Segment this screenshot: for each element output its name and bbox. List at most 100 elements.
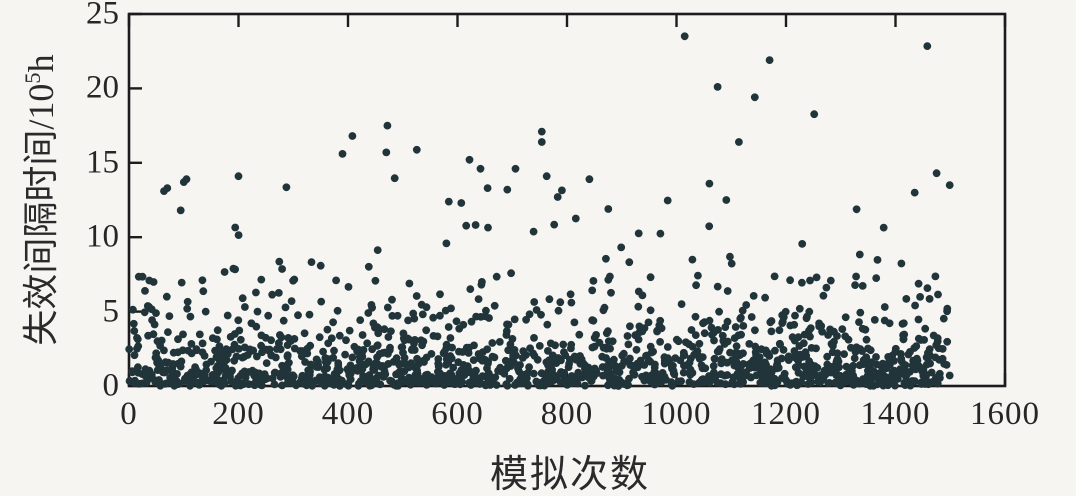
data-point: [943, 307, 951, 316]
data-point: [812, 344, 820, 353]
data-point: [699, 378, 708, 387]
data-point: [602, 254, 610, 263]
data-point: [664, 354, 672, 363]
data-point: [850, 354, 859, 363]
data-point: [236, 381, 245, 390]
data-point: [841, 313, 850, 322]
data-point: [733, 370, 742, 378]
data-point: [215, 355, 224, 364]
data-point: [696, 353, 705, 361]
data-point: [687, 326, 696, 334]
data-point: [646, 273, 655, 282]
data-point: [588, 286, 597, 295]
data-point: [750, 93, 759, 102]
data-point: [530, 298, 539, 306]
data-point: [638, 291, 647, 300]
data-point: [632, 345, 641, 354]
data-point: [691, 312, 700, 321]
data-point: [607, 373, 616, 382]
data-point: [625, 374, 633, 383]
data-point: [234, 316, 243, 325]
data-point: [324, 373, 332, 382]
data-point: [514, 379, 523, 388]
data-point: [723, 358, 731, 367]
data-point: [149, 278, 158, 286]
data-point: [679, 368, 688, 377]
data-point: [234, 231, 243, 240]
data-point: [333, 306, 342, 315]
data-point: [471, 221, 480, 229]
data-point: [864, 344, 872, 353]
data-point: [486, 381, 495, 389]
data-point: [449, 363, 458, 372]
data-point: [130, 327, 139, 335]
data-point: [410, 314, 419, 323]
data-point: [685, 340, 693, 349]
data-point: [380, 325, 389, 334]
data-point: [308, 378, 317, 387]
data-point: [574, 368, 583, 377]
data-point: [615, 368, 624, 377]
y-tick-label: 15: [86, 144, 119, 181]
data-point: [264, 311, 273, 320]
data-point: [781, 375, 789, 383]
data-point: [394, 369, 402, 378]
data-point: [770, 272, 779, 281]
data-point: [301, 380, 310, 389]
data-point: [211, 346, 220, 355]
data-point: [220, 268, 229, 276]
data-point: [617, 378, 626, 387]
data-point: [284, 375, 292, 383]
data-point: [633, 363, 642, 372]
data-point: [529, 369, 538, 378]
data-point: [316, 261, 325, 270]
data-point: [346, 369, 355, 378]
data-point: [901, 381, 909, 389]
data-point: [761, 293, 769, 302]
data-point: [571, 214, 580, 223]
x-tick-label: 0: [120, 396, 138, 432]
data-point: [553, 193, 562, 201]
data-point: [402, 377, 411, 385]
data-point: [281, 303, 290, 312]
data-point: [924, 380, 933, 389]
data-point: [791, 363, 800, 372]
data-point: [807, 378, 816, 387]
data-point: [388, 312, 397, 320]
data-point: [358, 331, 367, 339]
data-point: [776, 340, 784, 349]
data-point: [714, 326, 722, 334]
data-point: [934, 372, 943, 381]
data-point: [739, 378, 747, 386]
data-point: [191, 363, 200, 371]
data-point: [307, 258, 316, 266]
data-point: [588, 316, 597, 325]
y-tick-label: 25: [86, 0, 119, 32]
data-point: [467, 317, 476, 326]
data-point: [413, 366, 421, 375]
data-point: [914, 315, 923, 324]
data-point: [781, 307, 790, 316]
data-point: [945, 371, 954, 380]
data-point: [223, 311, 232, 320]
data-point: [899, 335, 908, 344]
data-point: [738, 306, 747, 315]
data-point: [896, 365, 904, 374]
data-point: [208, 334, 217, 342]
data-point: [141, 287, 149, 295]
data-point: [423, 370, 432, 379]
data-point: [162, 292, 171, 301]
data-point: [790, 320, 799, 329]
data-point: [835, 376, 844, 385]
data-point: [751, 348, 760, 357]
data-point: [446, 334, 455, 342]
data-point: [810, 110, 819, 119]
data-point: [140, 308, 149, 317]
data-point: [223, 350, 232, 358]
data-point: [361, 360, 370, 369]
data-point: [786, 276, 794, 285]
data-point: [799, 339, 808, 348]
data-point: [710, 373, 719, 382]
data-point: [153, 337, 162, 346]
data-point: [802, 351, 811, 360]
